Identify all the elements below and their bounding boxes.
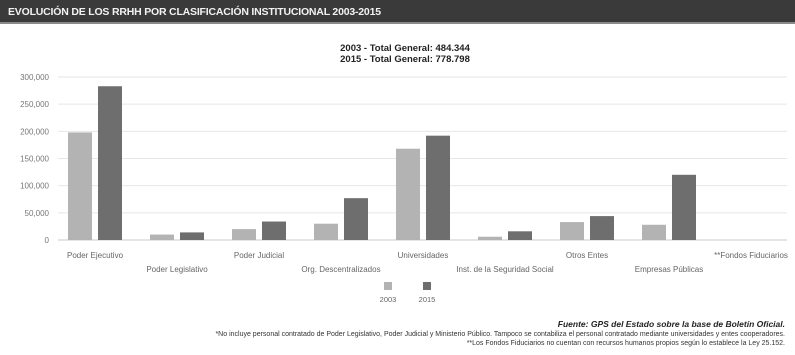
bar-2015 bbox=[426, 135, 450, 240]
bar-2003 bbox=[642, 224, 666, 240]
legend-label-2015: 2015 bbox=[419, 295, 436, 304]
bar-2015 bbox=[344, 198, 368, 240]
category-label: Inst. de la Seguridad Social bbox=[456, 265, 554, 274]
category-label: Empresas Públicas bbox=[635, 265, 703, 274]
bar-2015 bbox=[672, 174, 696, 240]
y-tick-label: 50,000 bbox=[25, 209, 50, 218]
y-tick-label: 0 bbox=[45, 236, 50, 245]
bar-2015 bbox=[98, 86, 122, 240]
bar-2003 bbox=[68, 132, 92, 240]
header-bar: EVOLUCIÓN DE LOS RRHH POR CLASIFICACIÓN … bbox=[0, 0, 795, 24]
chart-area: 2003 - Total General: 484.344 2015 - Tot… bbox=[0, 24, 795, 355]
footnote-2: **Los Fondos Fiduciarios no cuentan con … bbox=[466, 340, 785, 347]
footnote-1: *No incluye personal contratado de Poder… bbox=[215, 331, 785, 338]
legend: 2003 2015 bbox=[380, 282, 436, 304]
bar-2015 bbox=[590, 216, 614, 240]
category-label: Poder Legislativo bbox=[146, 265, 208, 274]
bar-2003 bbox=[314, 223, 338, 240]
source-note: Fuente: GPS del Estado sobre la base de … bbox=[557, 319, 785, 329]
category-label: Otros Entes bbox=[566, 251, 608, 260]
legend-swatch-2015 bbox=[423, 282, 431, 290]
y-tick-label: 150,000 bbox=[20, 155, 49, 164]
legend-label-2003: 2003 bbox=[380, 295, 397, 304]
y-tick-label: 250,000 bbox=[20, 100, 49, 109]
category-label: Poder Judicial bbox=[234, 251, 284, 260]
bars bbox=[68, 86, 696, 240]
legend-swatch-2003 bbox=[384, 282, 392, 290]
bar-chart: 2003 - Total General: 484.344 2015 - Tot… bbox=[20, 43, 788, 304]
bar-2003 bbox=[150, 234, 174, 240]
y-tick-label: 200,000 bbox=[20, 127, 49, 136]
chart-subtitle-line-2: 2015 - Total General: 778.798 bbox=[340, 54, 470, 65]
bar-2015 bbox=[262, 221, 286, 240]
bar-2015 bbox=[508, 231, 532, 240]
category-label: **Fondos Fiduciarios bbox=[714, 251, 788, 260]
category-label: Poder Ejecutivo bbox=[67, 251, 124, 260]
category-label: Org. Descentralizados bbox=[301, 265, 380, 274]
bar-2015 bbox=[180, 232, 204, 240]
bar-2003 bbox=[560, 222, 584, 240]
category-label: Universidades bbox=[398, 251, 449, 260]
bar-2003 bbox=[232, 229, 256, 240]
header-title: EVOLUCIÓN DE LOS RRHH POR CLASIFICACIÓN … bbox=[8, 6, 381, 18]
grid-lines bbox=[58, 76, 787, 241]
bar-2003 bbox=[396, 148, 420, 240]
category-labels: Poder Ejecutivo Poder Legislativo Poder Ju… bbox=[67, 251, 788, 274]
y-axis-ticks: 0 50,000 100,000 150,000 200,000 250,000 300,0… bbox=[20, 73, 49, 245]
y-tick-label: 300,000 bbox=[20, 73, 49, 82]
y-tick-label: 100,000 bbox=[20, 182, 49, 191]
chart-subtitle-line-1: 2003 - Total General: 484.344 bbox=[340, 43, 470, 54]
bar-2003 bbox=[478, 236, 502, 240]
